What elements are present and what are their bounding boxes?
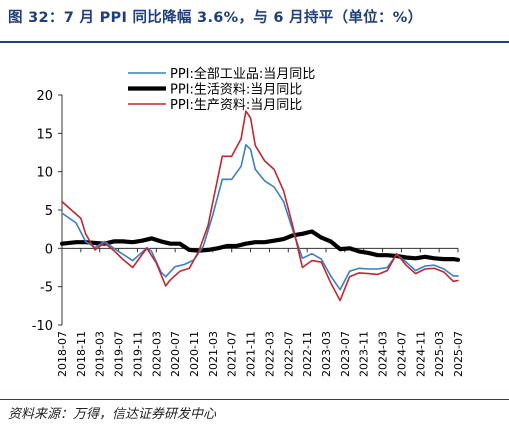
- source-rule: [0, 399, 509, 400]
- x-tick-label: 2024-07: [395, 331, 408, 377]
- x-tick-label: 2020-03: [150, 331, 163, 377]
- y-tick-label: 15: [36, 127, 53, 142]
- legend-label-1: PPI:全部工业品:当月同比: [170, 66, 315, 82]
- x-tick-label: 2025-07: [452, 331, 465, 377]
- x-tick-label: 2019-07: [113, 331, 126, 377]
- y-tick-label: -5: [40, 281, 53, 296]
- y-tick-label: -10: [32, 319, 53, 334]
- chart-title: 图 32：7 月 PPI 同比降幅 3.6%，与 6 月持平（单位：%）: [8, 10, 423, 26]
- y-tick-label: 5: [45, 204, 53, 219]
- series-line-1: [61, 144, 459, 291]
- x-tick-label: 2025-03: [433, 331, 446, 377]
- x-tick-label: 2018-07: [56, 331, 69, 377]
- x-tick-label: 2019-03: [94, 331, 107, 377]
- series-line-3: [61, 110, 459, 302]
- legend-label-3: PPI:生产资料:当月同比: [170, 98, 302, 113]
- ppi-line-chart: -10 -5 0 5 10 15 20 2018-07 2018-11 2019-03 2019-0…: [32, 66, 465, 377]
- x-tick-label: 2018-11: [75, 331, 88, 377]
- x-tick-label: 2022-07: [282, 331, 295, 377]
- x-tick-label: 2021-07: [226, 331, 239, 377]
- x-tick-label: 2023-07: [339, 331, 352, 377]
- source-note: 资料来源：万得，信达证券研发中心: [8, 407, 217, 422]
- chart-series: [59, 110, 461, 302]
- y-tick-label: 0: [45, 242, 53, 257]
- legend-label-2: PPI:生活资料:当月同比: [170, 83, 302, 98]
- y-tick-label: 20: [36, 89, 53, 104]
- x-tick-label: 2021-03: [207, 331, 220, 377]
- y-tick-label: 10: [36, 166, 53, 181]
- series-line-2: [59, 229, 461, 262]
- x-tick-label: 2021-11: [245, 331, 258, 377]
- x-tick-label: 2020-07: [169, 331, 182, 377]
- x-tick-label: 2024-11: [414, 331, 427, 377]
- x-tick-label: 2023-11: [358, 331, 371, 377]
- chart-axes: -10 -5 0 5 10 15 20 2018-07 2018-11 2019-03 2019-0…: [32, 89, 465, 377]
- x-tick-label: 2022-03: [263, 331, 276, 377]
- title-rule: [0, 41, 509, 43]
- x-tick-label: 2019-11: [131, 331, 144, 377]
- x-tick-label: 2022-11: [301, 331, 314, 377]
- x-tick-label: 2020-11: [188, 331, 201, 377]
- x-tick-label: 2024-03: [377, 331, 390, 377]
- x-tick-label: 2023-03: [320, 331, 333, 377]
